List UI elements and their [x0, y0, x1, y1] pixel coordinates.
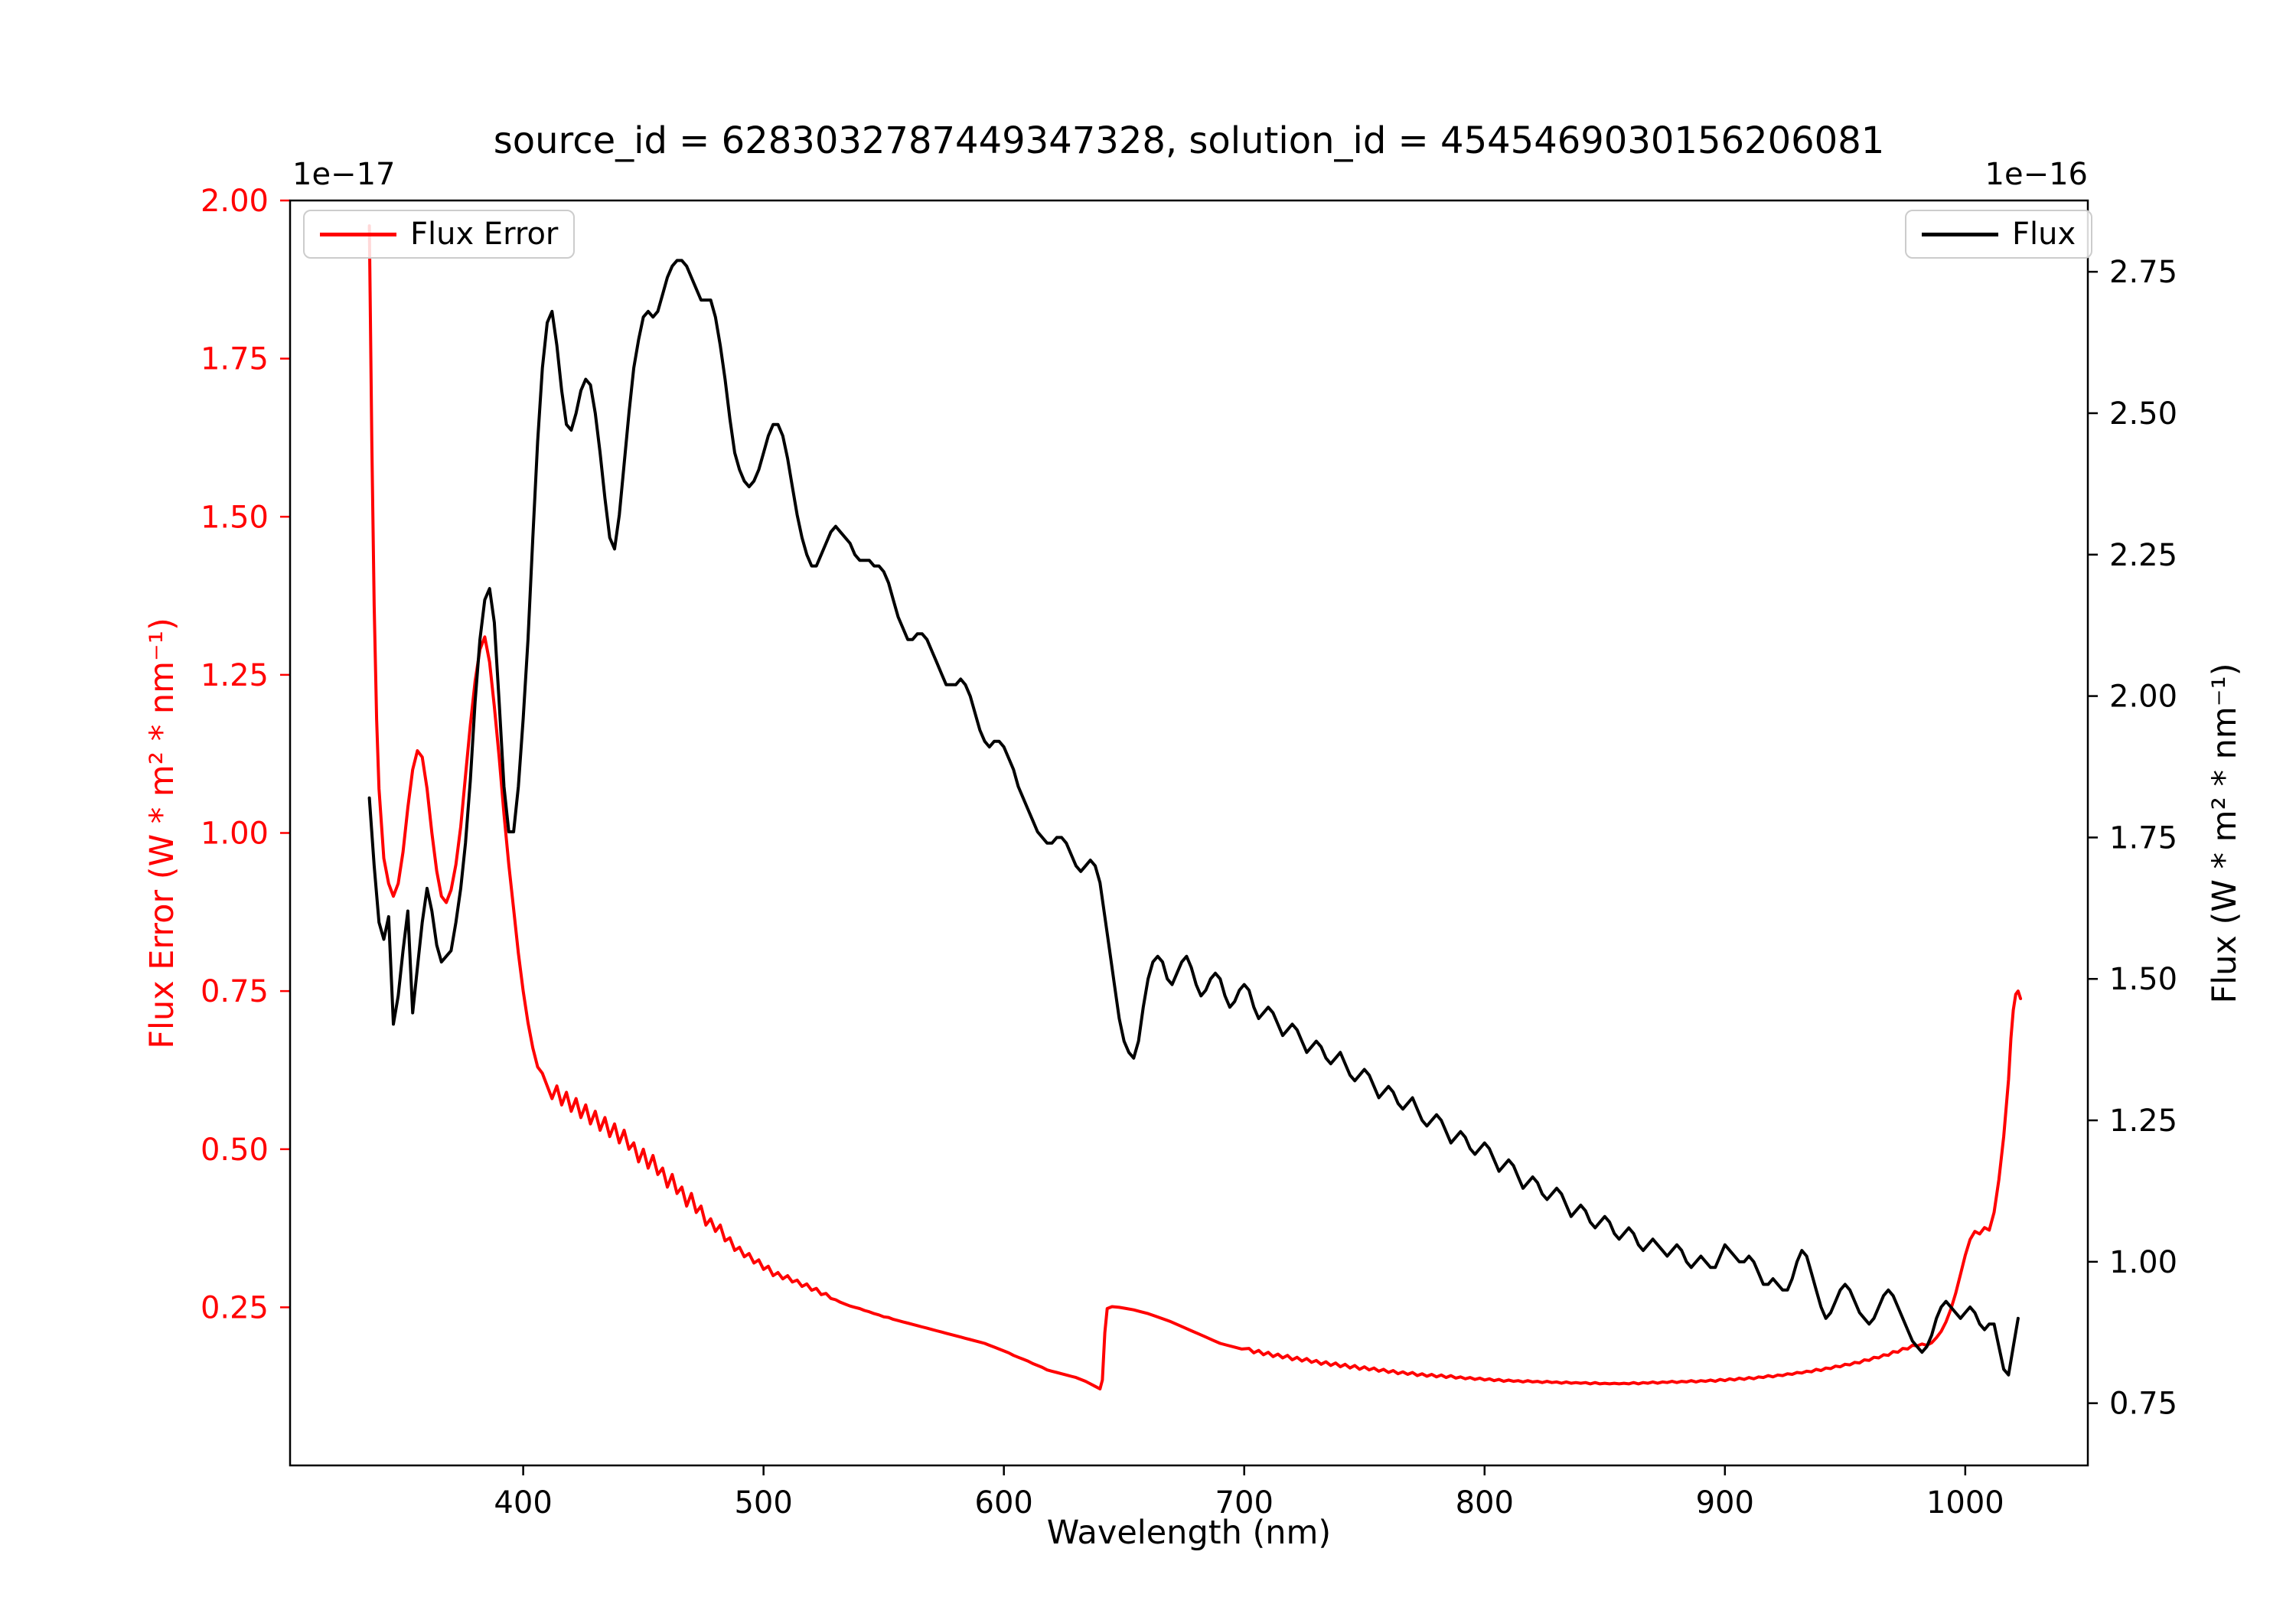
flux-line — [367, 259, 2020, 1377]
left-axis-ticks: 0.25 0.50 0.75 1.00 1.25 1.50 1.75 2.00 — [201, 184, 290, 1325]
legend-flux: Flux — [1905, 210, 2093, 259]
left-axis-title: Flux Error (W * m² * nm⁻¹) — [143, 618, 181, 1049]
left-tick-label: 1.00 — [201, 817, 269, 852]
flux-legend-line — [1922, 232, 1998, 236]
flux-error-line — [367, 224, 2023, 1390]
x-tick-label: 600 — [975, 1485, 1033, 1521]
x-tick-label: 700 — [1215, 1485, 1274, 1521]
flux-error-legend-label: Flux Error — [410, 217, 559, 252]
x-axis-title: Wavelength (nm) — [1046, 1514, 1332, 1552]
right-tick-label: 0.75 — [2109, 1387, 2177, 1422]
right-tick-label: 1.25 — [2109, 1103, 2177, 1139]
x-tick-label: 900 — [1696, 1485, 1754, 1521]
left-tick-label: 2.00 — [201, 184, 269, 219]
right-tick-label: 1.00 — [2109, 1245, 2177, 1280]
left-axis-offset-label: 1e−17 — [292, 157, 396, 192]
x-axis-ticks: 400 500 600 700 800 900 1000 — [494, 1465, 2004, 1521]
flux-error-legend-line — [320, 232, 396, 236]
right-tick-label: 2.50 — [2109, 396, 2177, 432]
x-tick-label: 400 — [494, 1485, 552, 1521]
right-tick-label: 1.75 — [2109, 820, 2177, 856]
left-tick-label: 1.25 — [201, 658, 269, 693]
plot-border — [289, 199, 2089, 1467]
chart-title: source_id = 6283032787449347328, solutio… — [493, 119, 1885, 162]
right-axis-title: Flux (W * m² * nm⁻¹) — [2206, 663, 2244, 1004]
right-axis-offset-label: 1e−16 — [1985, 157, 2088, 192]
left-tick-label: 1.75 — [201, 342, 269, 377]
legend-flux-error: Flux Error — [303, 210, 576, 259]
right-axis-ticks: 0.75 1.00 1.25 1.50 1.75 2.00 2.25 2.50 2.75 — [2088, 255, 2177, 1422]
left-tick-label: 0.75 — [201, 974, 269, 1009]
x-tick-label: 500 — [734, 1485, 792, 1521]
right-tick-label: 2.75 — [2109, 255, 2177, 290]
right-tick-label: 2.00 — [2109, 680, 2177, 715]
x-tick-label: 800 — [1456, 1485, 1514, 1521]
x-tick-label: 1000 — [1926, 1485, 2004, 1521]
left-tick-label: 1.50 — [201, 500, 269, 535]
left-tick-label: 0.50 — [201, 1133, 269, 1168]
flux-legend-label: Flux — [2012, 217, 2076, 252]
left-tick-label: 0.25 — [201, 1290, 269, 1325]
right-tick-label: 1.50 — [2109, 962, 2177, 997]
right-tick-label: 2.25 — [2109, 538, 2177, 573]
